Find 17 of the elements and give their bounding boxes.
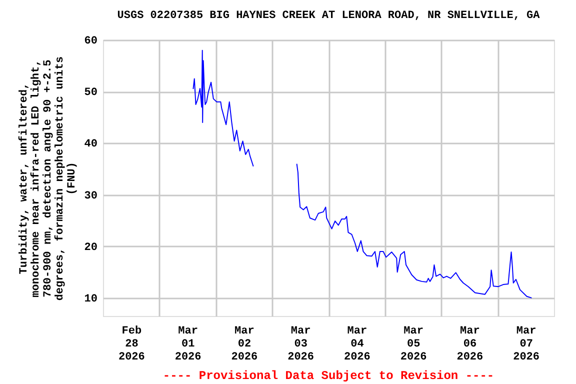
chart-title: USGS 02207385 BIG HAYNES CREEK AT LENORA ROAD, NR SNELLVILLE, GA xyxy=(117,10,540,22)
y-tick-label: 50 xyxy=(84,87,98,100)
x-tick-label: Mar 05 2026 xyxy=(400,326,427,364)
x-tick-label: Mar 06 2026 xyxy=(456,326,484,364)
x-tick-label: Feb 28 2026 xyxy=(118,326,145,364)
y-axis-title: Turbidity, water, unfiltered, monochrome near infra-red LED light, 780-900 nm, detection angle 90 +-2.5 degrees, formazin nephelometric units (FNU) xyxy=(17,56,78,301)
x-tick-label: Mar 07 2026 xyxy=(513,326,540,364)
y-tick-label: 20 xyxy=(84,242,98,254)
y-tick-label: 10 xyxy=(84,293,98,306)
x-tick-label: Mar 03 2026 xyxy=(288,326,314,364)
y-tick-label: 30 xyxy=(84,190,98,202)
x-tick-label: Mar 01 2026 xyxy=(174,326,202,364)
x-tick-label: Mar 04 2026 xyxy=(344,326,370,364)
x-tick-label: Mar 02 2026 xyxy=(231,326,258,364)
text: ---- Provisional Data Subject to Revision ---- xyxy=(162,369,494,383)
y-tick-label: 40 xyxy=(84,138,98,151)
y-tick-label: 60 xyxy=(84,36,98,48)
